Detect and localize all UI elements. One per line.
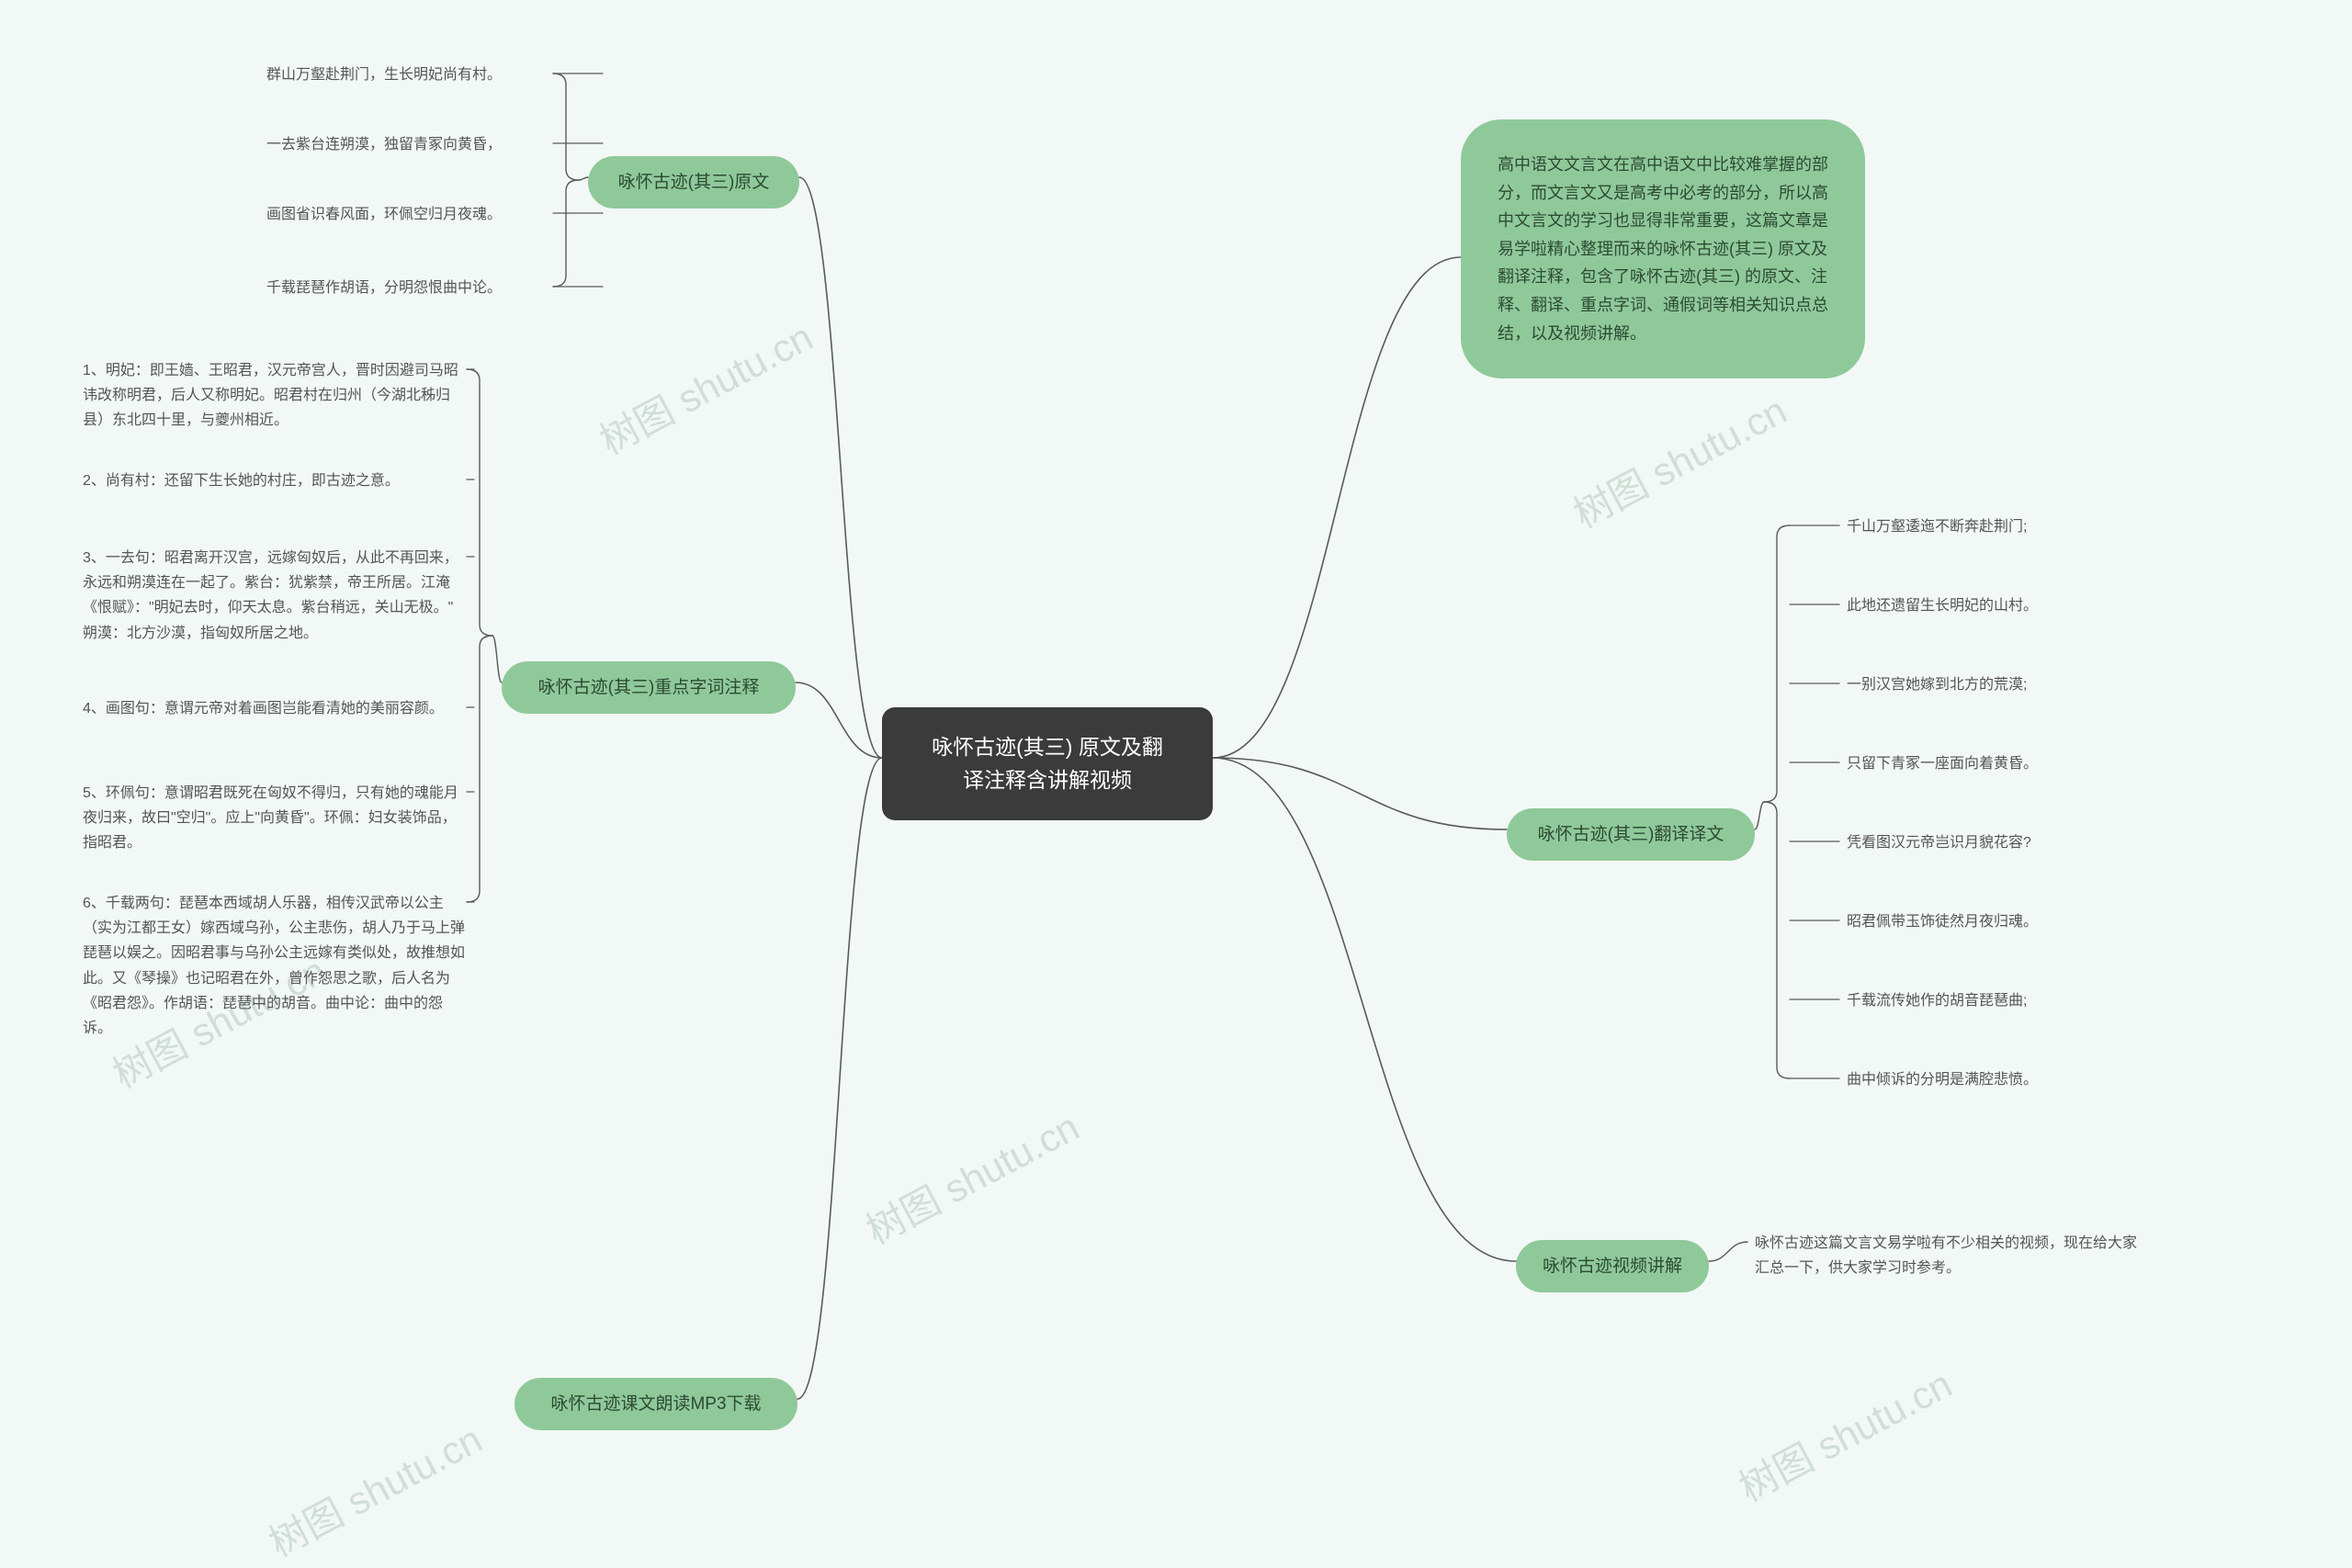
leaf-b4-6: 千载流传她作的胡音琵琶曲; <box>1847 988 2027 1013</box>
leaf-b0-1: 一去紫台连朔漠，独留青冢向黄昏， <box>266 132 502 157</box>
leaf-b4-7: 曲中倾诉的分明是满腔悲愤。 <box>1847 1067 2038 1092</box>
leaf-b0-2: 画图省识春风面，环佩空归月夜魂。 <box>266 202 502 227</box>
center-node[interactable]: 咏怀古迹(其三) 原文及翻译注释含讲解视频 <box>882 707 1213 820</box>
leaf-b5-0: 咏怀古迹这篇文言文易学啦有不少相关的视频，现在给大家汇总一下，供大家学习时参考。 <box>1755 1231 2141 1280</box>
leaf-b4-5: 昭君佩带玉饰徒然月夜归魂。 <box>1847 909 2038 934</box>
mindmap-canvas: 树图 shutu.cn 树图 shutu.cn 树图 shutu.cn 树图 shut… <box>0 0 2352 1556</box>
leaf-b0-3: 千载琵琶作胡语，分明怨恨曲中论。 <box>266 276 502 300</box>
leaf-b1-3: 4、画图句：意谓元帝对着画图岂能看清她的美丽容颜。 <box>83 696 444 721</box>
leaf-b4-1: 此地还遗留生长明妃的山村。 <box>1847 593 2038 618</box>
leaf-b1-2: 3、一去句：昭君离开汉宫，远嫁匈奴后，从此不再回来，永远和朔漠连在一起了。紫台：… <box>83 546 469 646</box>
watermark: 树图 shutu.cn <box>1563 380 1795 539</box>
leaf-b0-0: 群山万壑赴荆门，生长明妃尚有村。 <box>266 62 502 87</box>
leaf-b4-0: 千山万壑逶迤不断奔赴荆门; <box>1847 514 2027 539</box>
watermark: 树图 shutu.cn <box>855 1097 1088 1256</box>
branch-b0[interactable]: 咏怀古迹(其三)原文 <box>588 156 799 209</box>
branch-b3[interactable]: 高中语文文言文在高中语文中比较难掌握的部分，而文言文又是高考中必考的部分，所以高… <box>1461 119 1865 378</box>
branch-b4[interactable]: 咏怀古迹(其三)翻译译文 <box>1507 808 1755 861</box>
leaf-b4-4: 凭看图汉元帝岂识月貌花容? <box>1847 830 2031 855</box>
branch-b5[interactable]: 咏怀古迹视频讲解 <box>1516 1240 1709 1292</box>
branch-b2[interactable]: 咏怀古迹课文朗读MP3下载 <box>514 1378 797 1430</box>
watermark: 树图 shutu.cn <box>589 307 821 466</box>
leaf-b1-1: 2、尚有村：还留下生长她的村庄，即古迹之意。 <box>83 468 400 493</box>
branch-b1[interactable]: 咏怀古迹(其三)重点字词注释 <box>502 661 796 714</box>
watermark: 树图 shutu.cn <box>1728 1354 1961 1513</box>
leaf-b1-0: 1、明妃：即王嫱、王昭君，汉元帝宫人，晋时因避司马昭讳改称明君，后人又称明妃。昭… <box>83 358 469 434</box>
leaf-b1-4: 5、环佩句：意谓昭君既死在匈奴不得归，只有她的魂能月夜归来，故曰"空归"。应上"… <box>83 781 469 856</box>
leaf-b4-3: 只留下青冢一座面向着黄昏。 <box>1847 751 2038 776</box>
leaf-b1-5: 6、千载两句：琵琶本西域胡人乐器，相传汉武帝以公主（实为江都王女）嫁西域乌孙，公… <box>83 891 469 1041</box>
watermark: 树图 shutu.cn <box>258 1409 491 1568</box>
leaf-b4-2: 一别汉宫她嫁到北方的荒漠; <box>1847 672 2027 697</box>
